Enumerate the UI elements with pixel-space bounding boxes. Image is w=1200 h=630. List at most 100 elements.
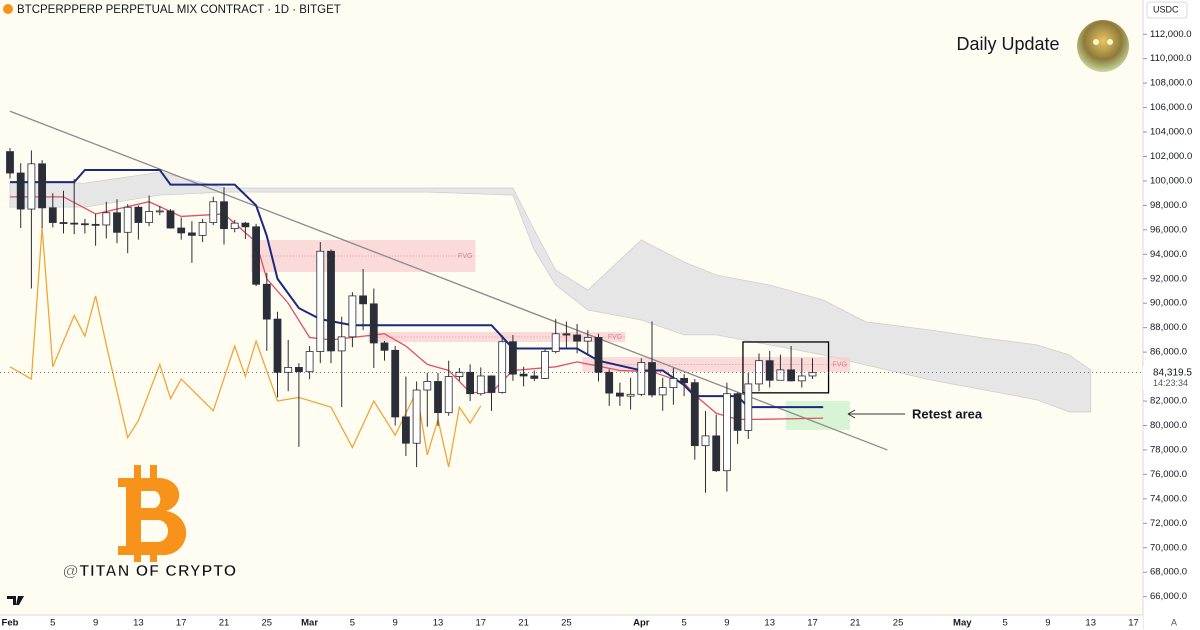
x-tick-label: 17 [476,618,487,629]
x-tick-label: 5 [681,618,686,629]
y-tick-label: 98,000.0 [1150,200,1187,211]
x-tick-label: 13 [764,618,775,629]
candle-body [583,337,592,342]
y-tick-label: 70,000.0 [1150,542,1187,553]
zone [250,240,476,273]
candle-body [177,227,186,234]
x-tick-label: 13 [1085,618,1096,629]
logo-part [134,550,141,562]
candle-body [680,378,688,384]
y-tick-label: 112,000.0 [1150,29,1192,40]
candle-body [380,342,389,351]
candle-body [594,337,603,373]
x-tick-label: 21 [219,618,230,629]
arrow-head [847,409,856,419]
zone-label: FVG [833,361,847,368]
candle-body [744,383,753,431]
x-tick-label: 25 [893,618,904,629]
y-tick-label: 76,000.0 [1150,469,1187,480]
candle-body [808,372,817,377]
candle-body [755,360,763,385]
candle-body [48,207,57,223]
bitcoin-logo [118,465,187,562]
candle-body [797,375,806,382]
candle-body [369,303,378,344]
x-tick-label: Mar [301,618,318,629]
candle-body [562,333,571,336]
candle-body [145,211,154,223]
y-tick-label: 110,000.0 [1150,53,1192,64]
candle-body [444,376,453,414]
annotation: Retest area [912,406,983,421]
candle-body [648,362,656,396]
candle-body [102,212,111,226]
brand-logo[interactable] [7,596,24,605]
candle-body [327,250,335,352]
logo-part [150,465,157,481]
candle-body [616,392,624,397]
candle-body [337,336,346,352]
candle-body [498,341,507,393]
heading: Daily Update [956,34,1059,54]
candle-body [637,362,646,395]
candle-body [434,381,442,414]
currency-label[interactable]: USDC [1153,4,1179,14]
time-axis [0,615,1143,630]
x-tick-label: 13 [433,618,444,629]
x-tick-label: 21 [518,618,529,629]
y-tick-label: 72,000.0 [1150,518,1187,529]
candle-body [16,172,25,210]
plot-background [0,0,1143,615]
candle-body [551,333,560,352]
logo-part [134,465,141,481]
candle-body [294,367,303,373]
y-tick-label: 92,000.0 [1150,273,1187,284]
plot-layer: FVG FVG FVG [0,110,1143,493]
candle-body [658,387,667,396]
candle-body [91,223,100,226]
y-tick-label: 94,000.0 [1150,249,1187,260]
avatar [1077,20,1129,72]
candle-body [262,283,271,320]
candle-body [284,367,293,373]
y-tick-label: 88,000.0 [1150,322,1187,333]
candle-body [787,369,795,382]
candle-body [690,382,699,447]
candle-body [573,334,581,342]
candle-body [81,223,89,226]
price-axis [1143,0,1200,630]
currency-button[interactable] [1146,1,1188,19]
candle-body [187,232,196,236]
candle-body [220,201,228,230]
candle-body [701,435,710,447]
avatar-eye [1107,39,1113,45]
candle-body [391,349,400,418]
candle-body [765,360,774,381]
candle-body [412,389,421,444]
x-tick-label: 5 [1002,618,1007,629]
candle-body [723,393,731,472]
y-tick-label: 96,000.0 [1150,224,1187,235]
x-tick-label: 9 [93,618,98,629]
logo-part [150,550,157,562]
auto-scale-button[interactable]: A [1171,617,1177,627]
x-tick-label: 21 [850,618,861,629]
y-tick-label: 108,000.0 [1150,78,1192,89]
y-tick-label: 102,000.0 [1150,151,1192,162]
candle-body [605,371,614,394]
candle-body [38,163,46,209]
candle-body [155,210,164,213]
zone-label: FVG [458,253,472,260]
y-tick-label: 80,000.0 [1150,420,1187,431]
candle-body [476,375,485,395]
candle-body [712,435,721,472]
x-tick-label: 13 [133,618,144,629]
candle-body [487,375,496,393]
candle-body [123,206,132,233]
zone [785,400,850,430]
x-tick-label: 17 [176,618,187,629]
candle-body [230,222,239,230]
candle-body [401,416,410,444]
